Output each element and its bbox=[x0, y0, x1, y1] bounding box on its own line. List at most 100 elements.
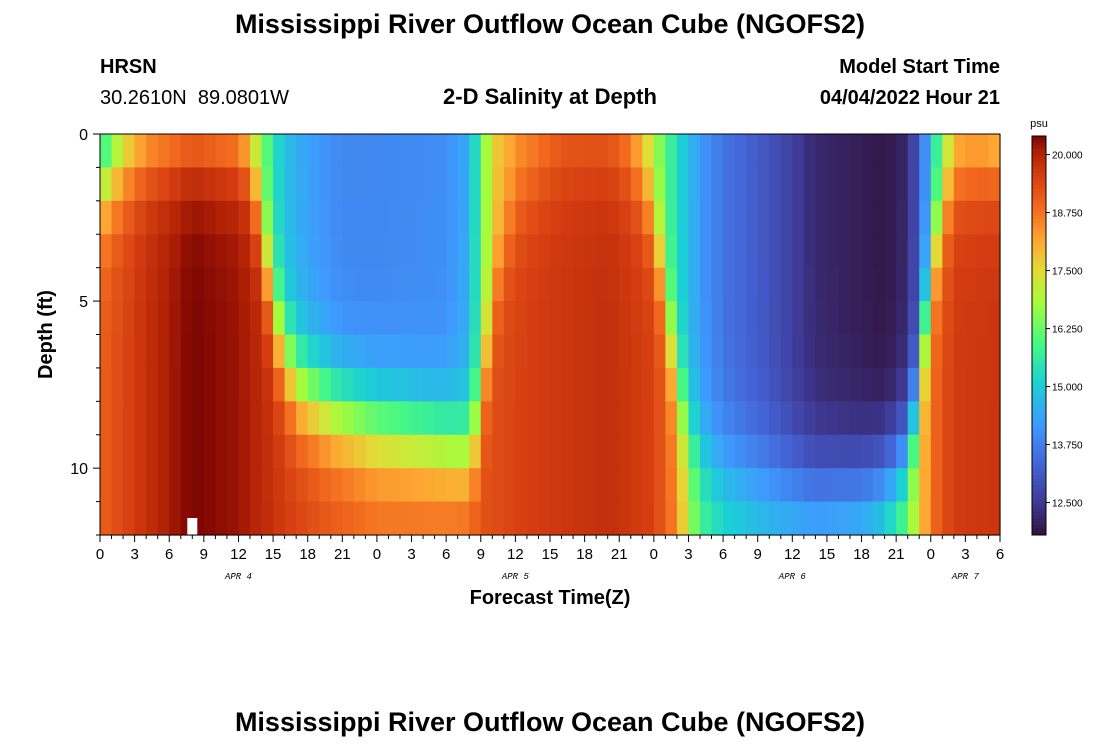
heatmap-cell bbox=[307, 434, 320, 469]
heatmap-cell bbox=[169, 167, 182, 202]
y-tick-label: 10 bbox=[70, 461, 88, 478]
heatmap-cell bbox=[896, 167, 909, 202]
heatmap-cell bbox=[515, 434, 528, 469]
heatmap-cell bbox=[550, 301, 563, 336]
heatmap-cell bbox=[400, 367, 413, 402]
heatmap-cell bbox=[919, 401, 932, 436]
heatmap-cell bbox=[250, 167, 263, 202]
heatmap-cell bbox=[873, 200, 886, 235]
heatmap-cell bbox=[480, 167, 493, 202]
heatmap-cell bbox=[700, 434, 713, 469]
heatmap-cell bbox=[365, 434, 378, 469]
heatmap-cell bbox=[261, 334, 274, 369]
colorbar-frame bbox=[1031, 135, 1047, 536]
colorbar-segment bbox=[1032, 441, 1046, 446]
heatmap-cell bbox=[792, 401, 805, 436]
heatmap-cell bbox=[330, 301, 343, 336]
heatmap-cell bbox=[607, 367, 620, 402]
heatmap-cell bbox=[757, 167, 770, 202]
heatmap-cell bbox=[480, 434, 493, 469]
heatmap-cell bbox=[100, 134, 113, 169]
heatmap-cell bbox=[480, 301, 493, 336]
heatmap-cell bbox=[642, 367, 655, 402]
heatmap-cell bbox=[642, 401, 655, 436]
heatmap-cell bbox=[273, 501, 286, 536]
heatmap-cell bbox=[446, 468, 459, 503]
heatmap-cell bbox=[330, 401, 343, 436]
colorbar-segment bbox=[1032, 232, 1046, 237]
heatmap-cell bbox=[515, 267, 528, 302]
heatmap-cell bbox=[746, 134, 759, 169]
heatmap-cell bbox=[123, 501, 136, 536]
heatmap-cell bbox=[850, 468, 863, 503]
heatmap-cell bbox=[238, 267, 251, 302]
heatmap-cell bbox=[192, 134, 205, 169]
heatmap-cell bbox=[215, 401, 228, 436]
heatmap-cell bbox=[953, 301, 966, 336]
heatmap-cell bbox=[538, 134, 551, 169]
heatmap-cell bbox=[123, 334, 136, 369]
heatmap-cell bbox=[192, 334, 205, 369]
heatmap-cell bbox=[134, 301, 147, 336]
heatmap-cell bbox=[180, 468, 193, 503]
heatmap-cell bbox=[400, 434, 413, 469]
heatmap-cell bbox=[723, 301, 736, 336]
heatmap-cell bbox=[803, 434, 816, 469]
heatmap-cell bbox=[284, 468, 297, 503]
heatmap-cell bbox=[526, 301, 540, 336]
heatmap-cell bbox=[734, 434, 747, 469]
heatmap-cell bbox=[584, 334, 597, 369]
colorbar-segment bbox=[1032, 288, 1046, 293]
heatmap-cell bbox=[469, 301, 482, 336]
heatmap-cell bbox=[503, 134, 516, 169]
heatmap-cell bbox=[492, 301, 505, 336]
heatmap-cell bbox=[711, 134, 724, 169]
heatmap-cell bbox=[423, 134, 436, 169]
heatmap-cell bbox=[619, 167, 632, 202]
heatmap-cell bbox=[319, 301, 332, 336]
heatmap-cell bbox=[919, 434, 932, 469]
heatmap-cell bbox=[226, 234, 240, 269]
colorbar-segment bbox=[1032, 318, 1046, 323]
heatmap-cell bbox=[446, 434, 459, 469]
heatmap-cell bbox=[988, 167, 1001, 202]
heatmap-cell bbox=[676, 434, 690, 469]
heatmap-cell bbox=[757, 468, 770, 503]
heatmap-cell bbox=[226, 501, 240, 536]
heatmap-cell bbox=[388, 434, 401, 469]
heatmap-cell bbox=[238, 200, 251, 235]
heatmap-cell bbox=[676, 367, 690, 402]
heatmap-cell bbox=[688, 401, 701, 436]
heatmap-cell bbox=[757, 401, 770, 436]
heatmap-cell bbox=[157, 267, 170, 302]
heatmap-cell bbox=[757, 501, 770, 536]
heatmap-cell bbox=[953, 434, 966, 469]
colorbar-segment bbox=[1032, 252, 1046, 257]
colorbar-segment bbox=[1032, 305, 1046, 310]
heatmap-cell bbox=[630, 301, 643, 336]
colorbar-segment bbox=[1032, 342, 1046, 346]
heatmap-cell bbox=[330, 167, 343, 202]
heatmap-cell bbox=[815, 401, 828, 436]
heatmap-cell bbox=[780, 301, 793, 336]
colorbar-segment bbox=[1032, 285, 1046, 290]
heatmap-cell bbox=[538, 200, 551, 235]
heatmap-cell bbox=[838, 434, 851, 469]
heatmap-cell bbox=[226, 434, 240, 469]
heatmap-cell bbox=[480, 501, 493, 536]
heatmap-cell bbox=[919, 301, 932, 336]
heatmap-cell bbox=[850, 167, 863, 202]
heatmap-cell bbox=[526, 134, 540, 169]
x-tick-label: 21 bbox=[334, 546, 351, 563]
heatmap-cell bbox=[665, 468, 678, 503]
colorbar-segment bbox=[1032, 411, 1046, 416]
heatmap-cell bbox=[503, 234, 516, 269]
heatmap-cell bbox=[400, 134, 413, 169]
heatmap-cell bbox=[307, 234, 320, 269]
heatmap-cell bbox=[238, 501, 251, 536]
heatmap-cell bbox=[930, 134, 943, 169]
heatmap-cell bbox=[884, 501, 897, 536]
heatmap-cell bbox=[457, 334, 470, 369]
colorbar-segment bbox=[1032, 438, 1046, 443]
heatmap-cell bbox=[930, 267, 943, 302]
